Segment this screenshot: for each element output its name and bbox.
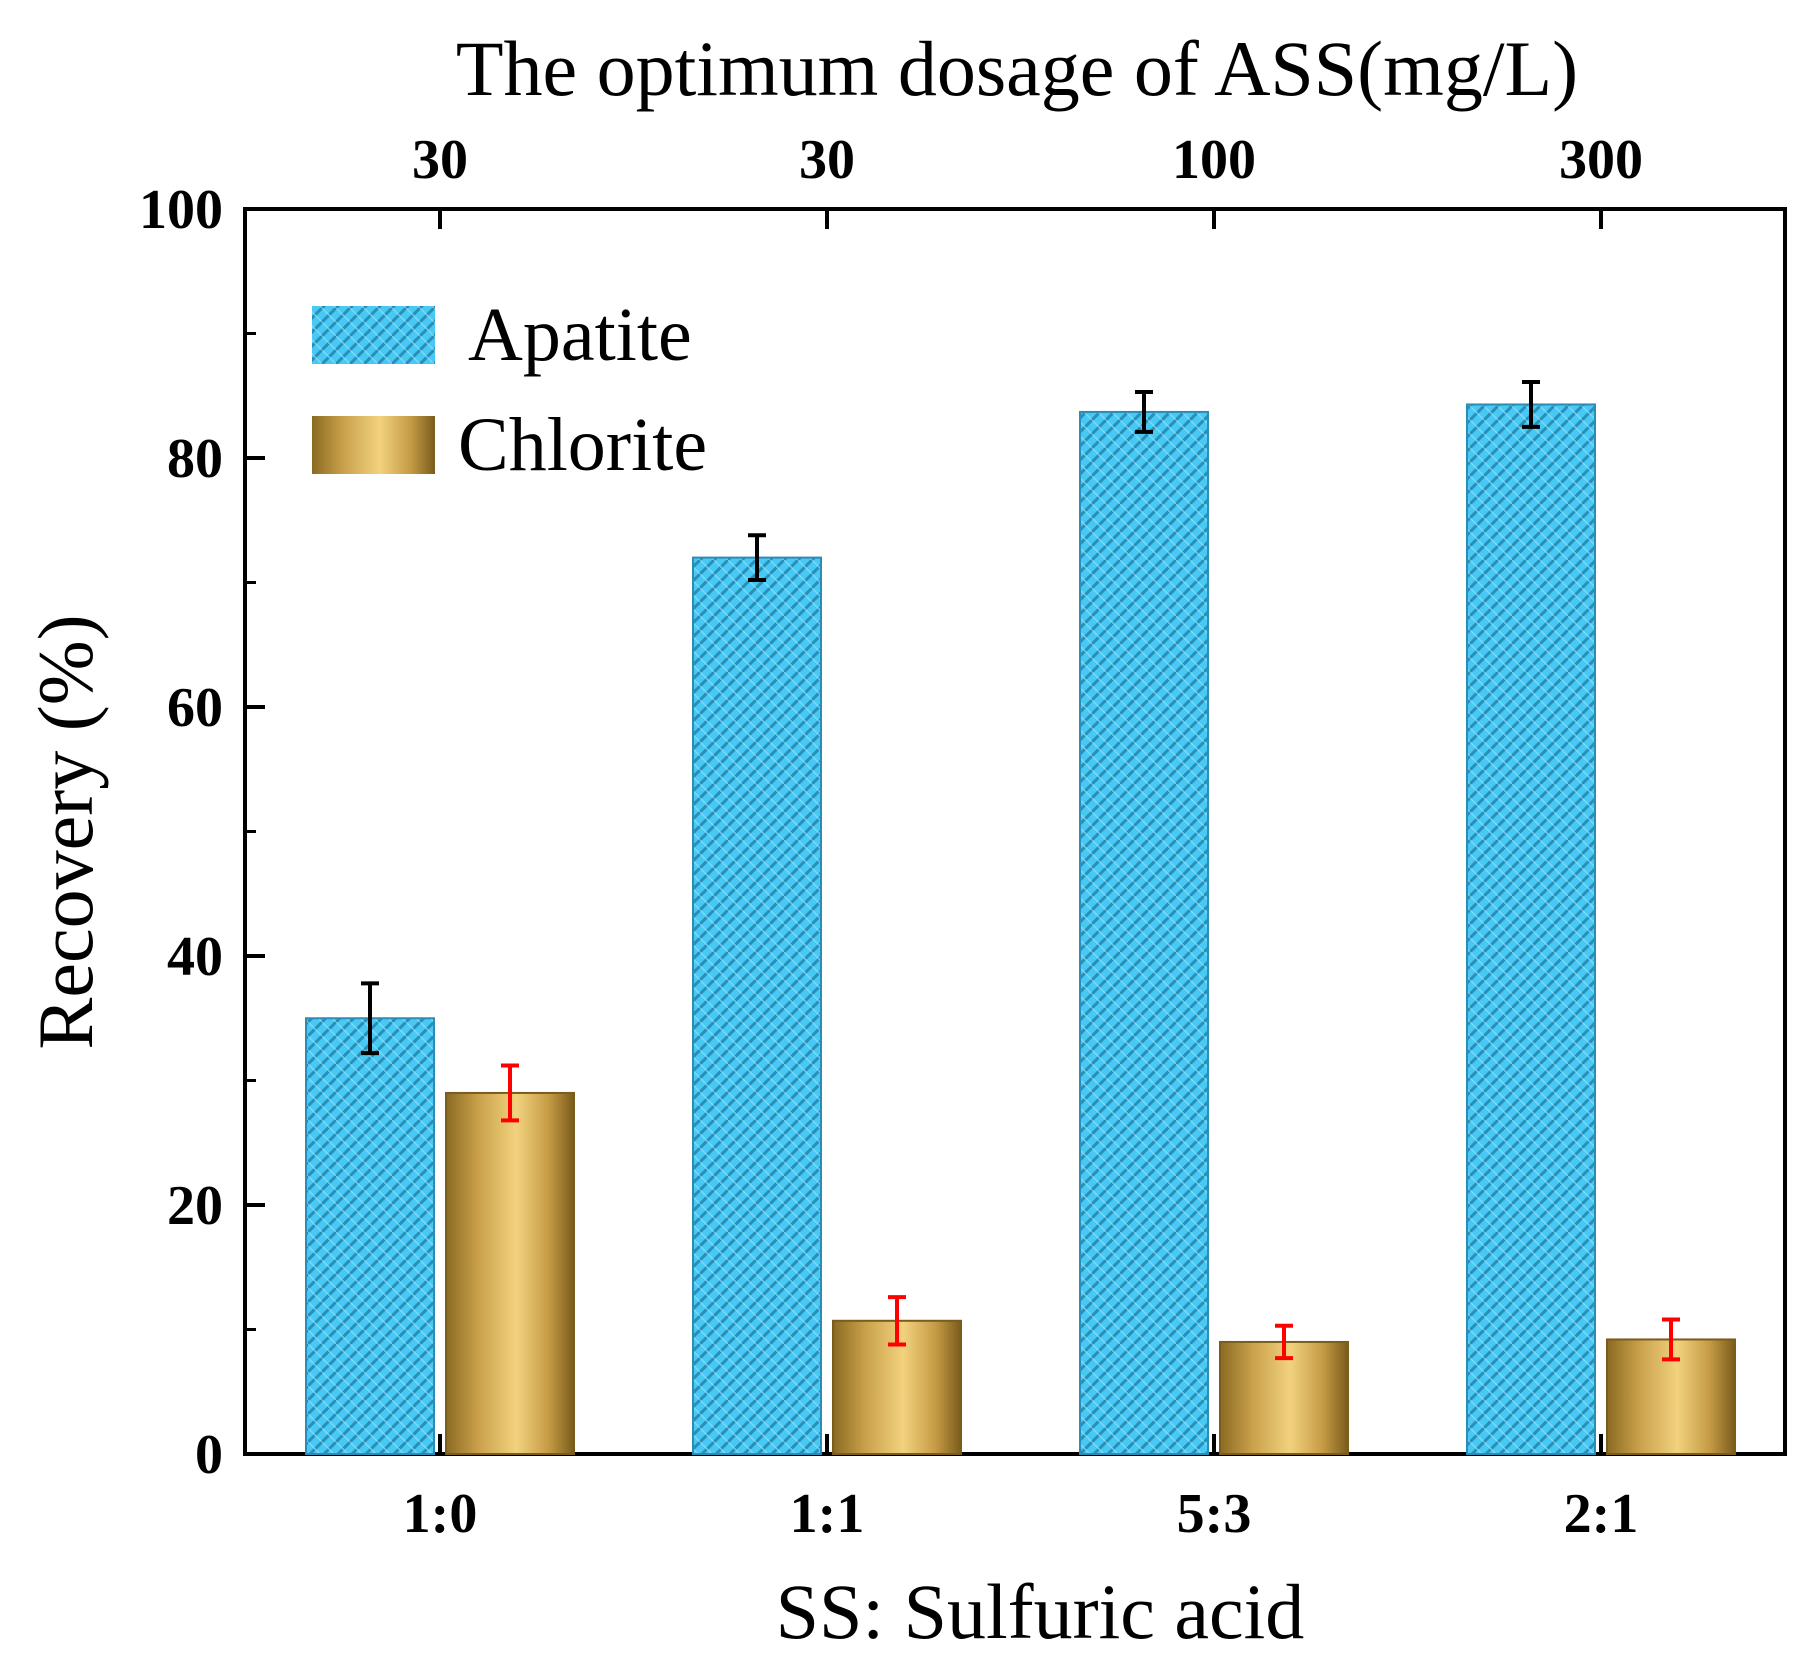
bars bbox=[305, 380, 1736, 1456]
error-bar-chlorite bbox=[501, 1063, 519, 1123]
y-tick-label-0: 0 bbox=[195, 1424, 223, 1486]
y-tick-label-40: 40 bbox=[167, 926, 223, 988]
top-tick-label: 30 bbox=[799, 129, 855, 191]
y-tick-label-20: 20 bbox=[167, 1175, 223, 1237]
error-bar-apatite bbox=[748, 533, 766, 583]
y-tick-label-80: 80 bbox=[167, 428, 223, 490]
y-axis-label: Recovery (%) bbox=[22, 614, 109, 1049]
x-axis-label: SS: Sulfuric acid bbox=[776, 1568, 1305, 1655]
error-bar-apatite bbox=[361, 981, 379, 1056]
top-axis: 30 30 100 300 bbox=[412, 129, 1643, 229]
legend-label-apatite: Apatite bbox=[468, 293, 692, 377]
bar-apatite-5:3 bbox=[1079, 410, 1209, 1455]
top-tick-label: 30 bbox=[412, 129, 468, 191]
error-bar-chlorite bbox=[1662, 1317, 1680, 1362]
x-tick-label: 5:3 bbox=[1177, 1483, 1252, 1545]
legend-swatch-apatite bbox=[312, 306, 435, 364]
error-bar-chlorite bbox=[1275, 1323, 1293, 1361]
top-tick-label: 100 bbox=[1172, 129, 1256, 191]
top-axis-label: The optimum dosage of ASS(mg/L) bbox=[456, 25, 1578, 112]
error-bar-apatite bbox=[1135, 390, 1153, 434]
error-bar-apatite bbox=[1522, 380, 1540, 429]
y-tick-label-100: 100 bbox=[139, 179, 223, 241]
bar-apatite-1:1 bbox=[692, 556, 822, 1455]
bar-apatite-2:1 bbox=[1466, 403, 1596, 1456]
y-axis: 0 20 40 60 80 100 bbox=[139, 179, 265, 1486]
bar-chlorite-1:0 bbox=[445, 1091, 575, 1455]
legend-swatch-chlorite bbox=[312, 416, 435, 474]
y-tick-label-60: 60 bbox=[167, 677, 223, 739]
error-bar-chlorite bbox=[888, 1295, 906, 1347]
top-tick-label: 300 bbox=[1559, 129, 1643, 191]
x-tick-label: 1:0 bbox=[403, 1483, 478, 1545]
x-tick-label: 2:1 bbox=[1564, 1483, 1639, 1545]
legend: Apatite Chlorite bbox=[312, 293, 707, 487]
bar-apatite-1:0 bbox=[305, 1017, 435, 1455]
legend-label-chlorite: Chlorite bbox=[458, 403, 707, 487]
bar-chlorite-5:3 bbox=[1219, 1340, 1349, 1455]
x-tick-label: 1:1 bbox=[790, 1483, 865, 1545]
x-axis: 1:0 1:1 5:3 2:1 bbox=[403, 1434, 1639, 1545]
